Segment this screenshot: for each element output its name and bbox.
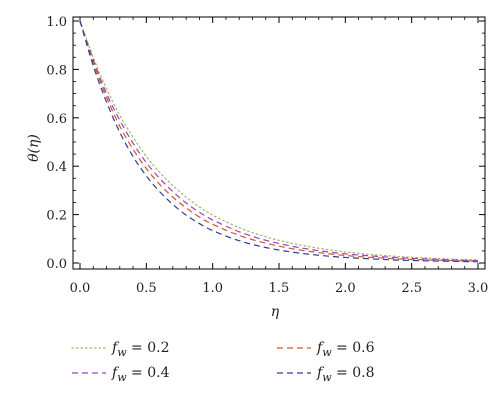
y-tick-label: 0.6 (46, 112, 67, 127)
legend-symbol: f (316, 365, 325, 381)
y-axis-label: θ(η) (26, 134, 42, 162)
plot-frame (72, 16, 486, 270)
series-line-4 (79, 20, 479, 263)
legend-item-2: fw = 0.4 (72, 365, 170, 384)
legend-symbol: f (111, 340, 120, 356)
legend-value: = 0.2 (127, 340, 170, 356)
x-tick-label: 0.0 (70, 281, 91, 296)
x-tick-label: 2.0 (335, 281, 356, 296)
legend-item-3: fw = 0.6 (277, 340, 375, 359)
legend-subscript: w (117, 371, 127, 384)
y-tick-label: 1.0 (46, 15, 67, 30)
legend-item-4: fw = 0.8 (277, 365, 375, 384)
legend-subscript: w (117, 346, 127, 359)
y-tick-label: 0.8 (46, 63, 67, 78)
legend-item-1: fw = 0.2 (71, 340, 170, 359)
x-tick-label: 3.0 (468, 281, 489, 296)
legend-subscript: w (322, 346, 332, 359)
legend: fw = 0.2 fw = 0.6fw = 0.4 fw = 0.8 (71, 340, 375, 384)
x-tick-label: 1.5 (269, 281, 290, 296)
y-tick-label: 0.0 (46, 257, 67, 272)
x-axis-label: η (271, 304, 280, 320)
series-group (79, 20, 479, 263)
legend-label: fw = 0.2 (111, 340, 170, 359)
series-line-3 (79, 20, 479, 262)
x-tick-label: 0.5 (136, 281, 157, 296)
y-tick-label: 0.4 (46, 160, 67, 175)
y-axis-ticks: 0.0 0.2 0.4 0.6 0.8 1.0 (46, 15, 485, 272)
legend-symbol: f (111, 365, 120, 381)
legend-value: = 0.8 (332, 365, 375, 381)
legend-value: = 0.4 (127, 365, 170, 381)
legend-label: fw = 0.4 (111, 365, 170, 384)
y-tick-label: 0.2 (46, 209, 67, 224)
series-line-1 (79, 20, 479, 261)
legend-subscript: w (322, 371, 332, 384)
legend-symbol: f (316, 340, 325, 356)
x-tick-label: 2.5 (401, 281, 422, 296)
x-axis-ticks: 0.0 0.5 1.0 1.5 2.0 2.5 3.0 (70, 17, 489, 296)
x-tick-label: 1.0 (202, 281, 223, 296)
legend-label: fw = 0.6 (316, 340, 375, 359)
legend-value: = 0.6 (332, 340, 375, 356)
legend-label: fw = 0.8 (316, 365, 375, 384)
series-line-2 (79, 20, 479, 262)
